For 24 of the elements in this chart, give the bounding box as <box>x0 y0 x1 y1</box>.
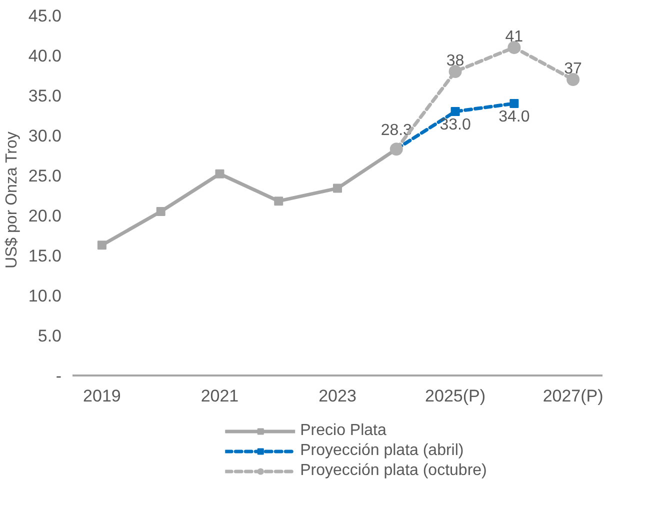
data-label: 38 <box>446 52 464 70</box>
y-tick-label: 15.0 <box>28 246 62 266</box>
data-label: 41 <box>505 28 524 46</box>
legend-label: Proyección plata (octubre) <box>300 462 487 480</box>
x-tick-label: 2025(P) <box>425 386 486 406</box>
y-tick-label: 45.0 <box>28 6 62 26</box>
y-axis-title: US$ por Onza Troy <box>3 132 20 269</box>
legend-label: Proyección plata (abril) <box>300 442 464 460</box>
y-tick-label: 25.0 <box>28 166 62 186</box>
data-label: 33.0 <box>440 116 471 134</box>
legend-label: Precio Plata <box>300 422 386 440</box>
x-tick-label: 2027(P) <box>542 386 604 406</box>
y-tick-label: 35.0 <box>28 86 62 106</box>
x-tick-label: 2021 <box>200 386 239 406</box>
y-tick-label: 10.0 <box>28 286 62 306</box>
y-tick-label: 30.0 <box>28 126 62 146</box>
y-tick-label: - <box>56 366 62 386</box>
data-label: 34.0 <box>498 108 530 126</box>
x-tick-label: 2019 <box>83 386 121 406</box>
y-tick-label: 5.0 <box>38 326 62 346</box>
x-tick-label: 2023 <box>318 386 356 406</box>
y-tick-label: 20.0 <box>28 206 62 226</box>
data-label: 37 <box>564 60 582 78</box>
y-tick-label: 40.0 <box>28 46 62 66</box>
